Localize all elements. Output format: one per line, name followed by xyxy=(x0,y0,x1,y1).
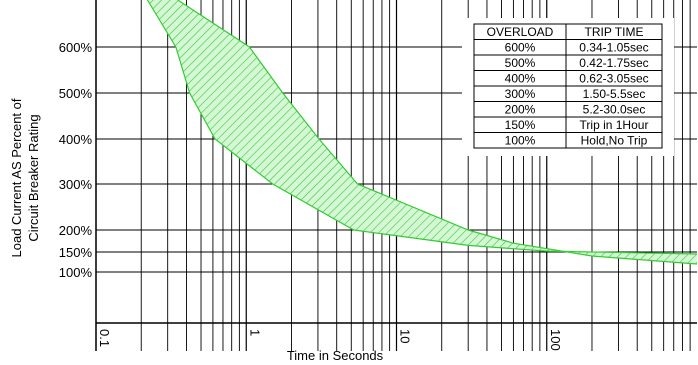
x-tick-label: 1 xyxy=(247,329,262,336)
table-trip-time-value: 0.62-3.05sec xyxy=(579,72,648,86)
trip-band-max-curve xyxy=(177,0,697,265)
x-axis-label: Time in Seconds xyxy=(287,348,384,363)
table-overload-value: 500% xyxy=(505,56,536,70)
x-tick-labels: 0.11101001000 xyxy=(97,329,563,351)
x-tick-label: 0.1 xyxy=(97,329,112,347)
table-overload-value: 100% xyxy=(505,134,536,148)
table-overload-value: 150% xyxy=(505,118,536,132)
table-trip-time-value: 1.50-5.5sec xyxy=(583,87,646,101)
y-tick-label: 200% xyxy=(59,223,93,238)
axes xyxy=(95,0,697,351)
y-axis-label-line-2: Circuit Breaker Rating xyxy=(26,114,41,241)
trip-band xyxy=(146,0,697,265)
y-tick-label: 150% xyxy=(59,245,93,260)
x-tick-label: 10 xyxy=(398,329,413,343)
table-header-overload: OVERLOAD xyxy=(487,25,554,39)
table-header-trip-time: TRIP TIME xyxy=(585,25,644,39)
table-overload-value: 600% xyxy=(505,41,536,55)
y-tick-label: 500% xyxy=(59,86,93,101)
trip-time-table: OVERLOAD TRIP TIME 600% 0.34-1.05sec 500% 0.4… xyxy=(462,18,674,156)
x-tick-label: 100 xyxy=(548,329,563,351)
table-trip-time-value: 0.34-1.05sec xyxy=(579,41,648,55)
y-axis-label-line-1: Load Current AS Percent of xyxy=(9,98,24,257)
table-trip-time-value: Hold,No Trip xyxy=(581,134,648,148)
y-tick-label: 600% xyxy=(59,40,93,55)
y-tick-label: 400% xyxy=(59,132,93,147)
trip-band-min-curve xyxy=(146,0,697,255)
y-tick-labels: 100% 150% 200% 300% 400% 500% 600% xyxy=(59,40,93,280)
table-trip-time-value: 0.42-1.75sec xyxy=(579,56,648,70)
table-overload-value: 300% xyxy=(505,87,536,101)
table-overload-value: 400% xyxy=(505,72,536,86)
y-tick-label: 100% xyxy=(59,265,93,280)
table-trip-time-value: Trip in 1Hour xyxy=(580,118,649,132)
y-tick-label: 300% xyxy=(59,177,93,192)
table-trip-time-value: 5.2-30.0sec xyxy=(583,103,646,117)
table-cell xyxy=(565,132,663,149)
table-overload-value: 200% xyxy=(505,103,536,117)
